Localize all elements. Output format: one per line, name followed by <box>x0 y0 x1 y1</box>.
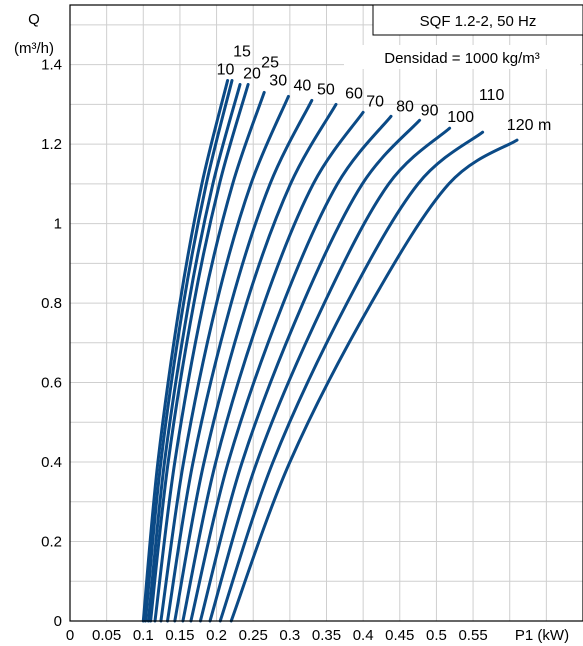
curve-label: 15 <box>233 44 251 61</box>
x-tick-label: 0.55 <box>458 627 487 644</box>
y-tick-label: 0.8 <box>41 295 62 312</box>
curve-label: 60 <box>345 85 363 102</box>
curve-label: 30 <box>269 72 287 89</box>
grid <box>70 5 583 621</box>
series-line <box>141 79 230 623</box>
curve-label: 25 <box>261 54 279 71</box>
curves <box>141 79 519 623</box>
plot-frame <box>69 4 583 622</box>
curve-label: 90 <box>421 102 439 119</box>
series-line <box>144 79 234 623</box>
y-axis-unit: (m³/h) <box>14 40 54 57</box>
series-line <box>208 126 452 623</box>
curve-label: 120 m <box>507 117 551 134</box>
info-box <box>372 4 583 36</box>
curve-label: 110 <box>479 87 505 104</box>
density-box <box>344 45 580 69</box>
x-tick-label: 0.35 <box>312 627 341 644</box>
series-line <box>153 90 266 623</box>
curve-label: 50 <box>317 81 335 98</box>
series-line <box>189 114 393 623</box>
x-tick-label: 0.4 <box>353 627 374 644</box>
curve-label: 70 <box>366 93 384 110</box>
y-tick-label: 0 <box>54 613 62 630</box>
series-line <box>159 94 290 623</box>
curve-label: 10 <box>217 62 235 79</box>
y-tick-label: 0.2 <box>41 534 62 551</box>
x-tick-label: 0.5 <box>426 627 447 644</box>
y-tick-label: 1.4 <box>41 57 62 74</box>
x-tick-label: 0.15 <box>165 627 194 644</box>
y-tick-label: 1 <box>54 216 62 233</box>
series-line <box>166 98 314 623</box>
curve-label: 40 <box>293 77 311 94</box>
x-tick-label: 0.3 <box>279 627 300 644</box>
series-line <box>218 130 485 623</box>
y-tick-label: 0.6 <box>41 375 62 392</box>
axis-ticks: 0 0.05 0.1 0.15 0.2 0.25 0.3 0.35 0.4 0.45 0.5 0.55… <box>41 57 488 644</box>
chart-title: SQF 1.2-2, 50 Hz <box>420 13 537 30</box>
x-tick-label: 0.1 <box>133 627 154 644</box>
x-tick-label: 0.25 <box>239 627 268 644</box>
curve-label: 100 <box>447 109 474 126</box>
series-line <box>173 102 338 623</box>
x-tick-label: 0.2 <box>206 627 227 644</box>
curve-label: 20 <box>243 65 261 82</box>
curve-label: 80 <box>396 98 414 115</box>
y-tick-label: 0.4 <box>41 454 62 471</box>
series-line <box>146 83 242 623</box>
y-axis-title: Q <box>28 11 40 28</box>
x-tick-label: 0 <box>66 627 74 644</box>
series-line <box>198 118 422 623</box>
series-line <box>181 110 365 623</box>
x-tick-label: 0.45 <box>385 627 414 644</box>
series-line <box>149 83 250 623</box>
x-axis-title: P1 (kW) <box>515 627 569 644</box>
density-label: Densidad = 1000 kg/m³ <box>384 50 540 67</box>
series-line <box>229 138 519 623</box>
x-tick-label: 0.05 <box>92 627 121 644</box>
y-tick-label: 1.2 <box>41 136 62 153</box>
